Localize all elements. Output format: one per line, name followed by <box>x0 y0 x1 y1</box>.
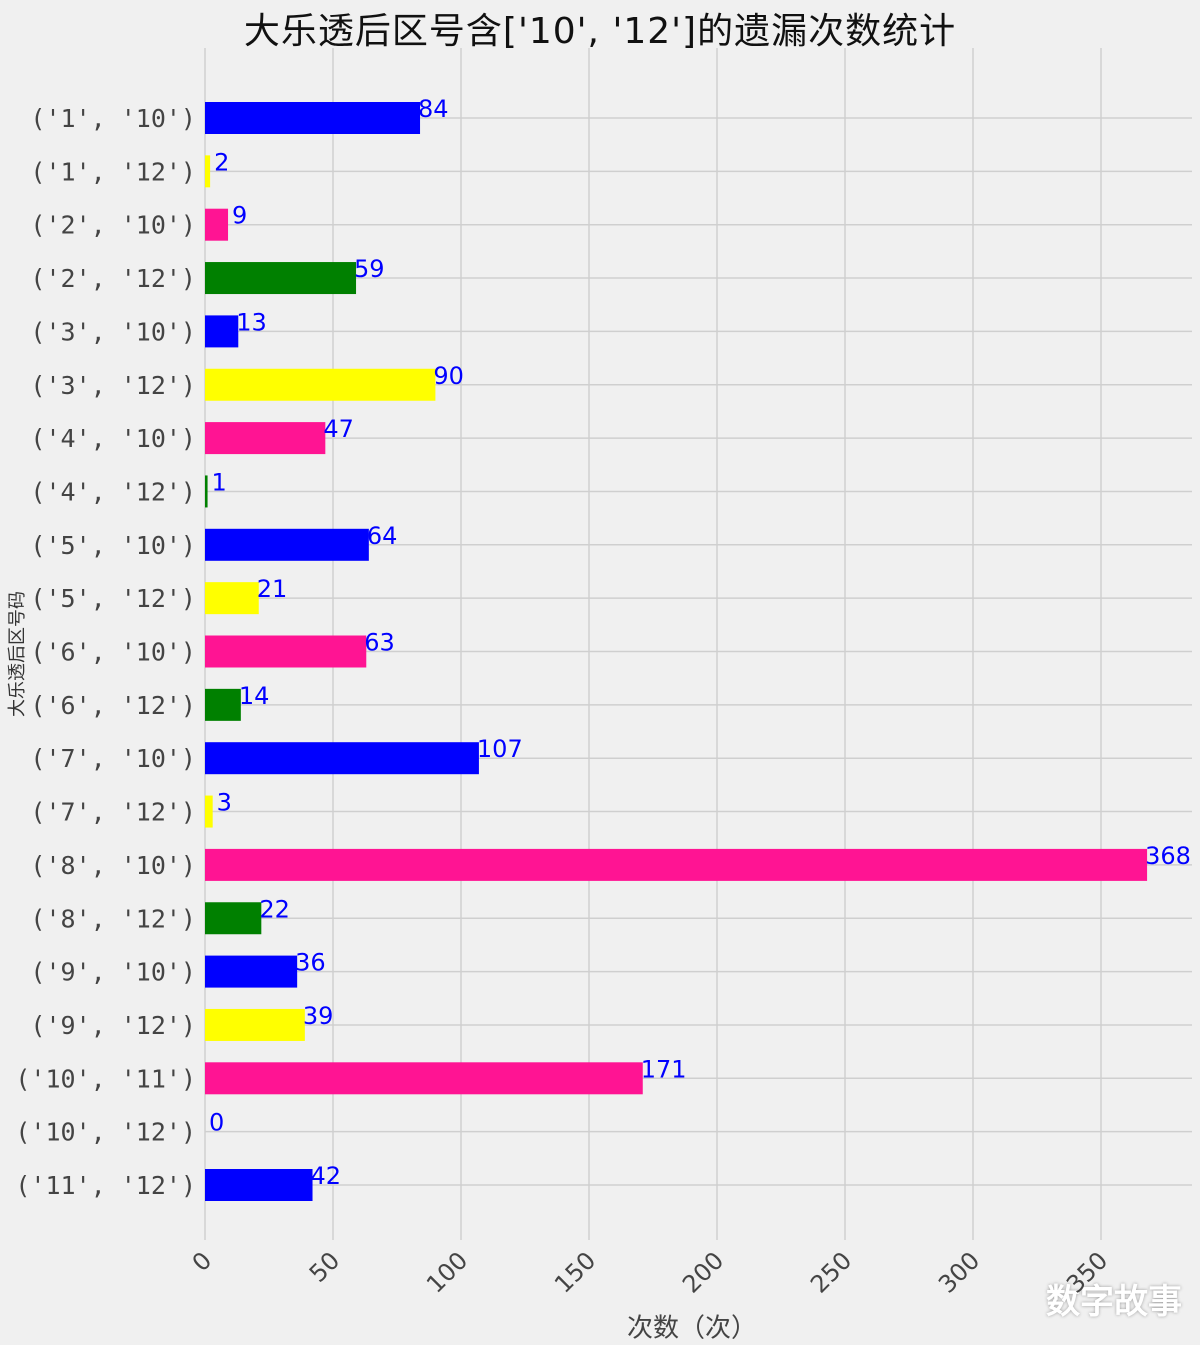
bar-value-label: 36 <box>295 949 326 977</box>
y-tick-label: ('4', '10') <box>30 424 196 453</box>
bar-value-label: 39 <box>303 1002 334 1030</box>
bar-value-label: 107 <box>477 735 523 763</box>
y-tick-label: ('2', '10') <box>30 211 196 240</box>
x-tick-labels: 0 50 100 150 200 250 300 350 <box>187 1246 1114 1298</box>
bar-value-label: 21 <box>257 575 288 603</box>
bar <box>205 1008 305 1041</box>
y-tick-label: ('8', '10') <box>30 851 196 880</box>
bar <box>205 582 259 615</box>
bar-value-label: 22 <box>259 895 290 923</box>
y-tick-label: ('4', '12') <box>30 477 196 506</box>
y-tick-label: ('10', '11') <box>15 1064 196 1093</box>
bar-value-label: 9 <box>232 202 247 230</box>
bar <box>205 635 367 668</box>
y-tick-label: ('11', '12') <box>15 1171 196 1200</box>
bar-value-label: 59 <box>354 255 385 283</box>
bar-value-label: 0 <box>209 1109 224 1137</box>
x-tick-label: 50 <box>304 1246 345 1287</box>
bar-value-label: 90 <box>433 362 464 390</box>
bar <box>205 102 421 134</box>
bar <box>205 368 436 401</box>
y-tick-label: ('2', '12') <box>30 264 196 293</box>
bar <box>205 795 213 828</box>
y-tick-label: ('9', '10') <box>30 958 196 987</box>
watermark-text: 数字故事 <box>1046 1282 1182 1322</box>
y-tick-label: ('5', '12') <box>30 584 196 613</box>
bar <box>205 315 239 348</box>
bar <box>205 848 1148 881</box>
y-tick-labels: ('1', '10') ('1', '12') ('2', '10') ('2', '… <box>15 104 196 1200</box>
bars <box>205 102 1148 1201</box>
x-tick-label: 0 <box>187 1246 218 1277</box>
bar <box>205 208 229 241</box>
bar-value-label: 13 <box>236 308 267 336</box>
bar <box>205 1062 643 1095</box>
bar <box>205 475 208 508</box>
bar <box>205 155 211 188</box>
y-tick-label: ('5', '10') <box>30 531 196 560</box>
bar-value-label: 1 <box>212 468 227 496</box>
bar-value-label: 63 <box>364 629 395 657</box>
chart-title: 大乐透后区号含['10', '12']的遗漏次数统计 <box>243 11 957 52</box>
bar <box>205 742 479 775</box>
bar <box>205 262 357 295</box>
x-tick-label: 250 <box>805 1246 857 1298</box>
bar-value-label: 64 <box>367 522 398 550</box>
bar-value-label: 171 <box>641 1055 687 1083</box>
grid-lines <box>204 48 1192 1240</box>
y-tick-label: ('7', '10') <box>30 744 196 773</box>
y-tick-label: ('6', '10') <box>30 638 196 667</box>
bar-value-label: 3 <box>217 789 232 817</box>
bar <box>205 528 369 561</box>
bar-value-label: 368 <box>1145 842 1191 870</box>
y-tick-label: ('9', '12') <box>30 1011 196 1040</box>
x-tick-label: 350 <box>1061 1246 1113 1298</box>
bar <box>205 422 326 455</box>
bar-value-label: 2 <box>214 148 229 176</box>
x-tick-label: 300 <box>933 1246 985 1298</box>
bar <box>205 1169 313 1201</box>
bar <box>205 902 262 935</box>
y-tick-label: ('7', '12') <box>30 798 196 827</box>
bar-value-label: 84 <box>418 95 449 123</box>
x-tick-label: 150 <box>549 1246 601 1298</box>
bar-value-label: 47 <box>323 415 354 443</box>
y-tick-label: ('6', '12') <box>30 691 196 720</box>
y-tick-label: ('1', '12') <box>30 157 196 186</box>
bar <box>205 688 241 721</box>
x-axis-label: 次数（次） <box>626 1313 758 1344</box>
y-tick-label: ('3', '10') <box>30 317 196 346</box>
bar-value-label: 14 <box>239 682 270 710</box>
bar <box>205 955 298 988</box>
y-tick-label: ('3', '12') <box>30 371 196 400</box>
x-tick-label: 100 <box>421 1246 473 1298</box>
y-tick-label: ('10', '12') <box>15 1118 196 1147</box>
y-tick-label: ('1', '10') <box>30 104 196 133</box>
bar-value-label: 42 <box>311 1162 342 1190</box>
y-tick-label: ('8', '12') <box>30 904 196 933</box>
x-tick-label: 200 <box>677 1246 729 1298</box>
